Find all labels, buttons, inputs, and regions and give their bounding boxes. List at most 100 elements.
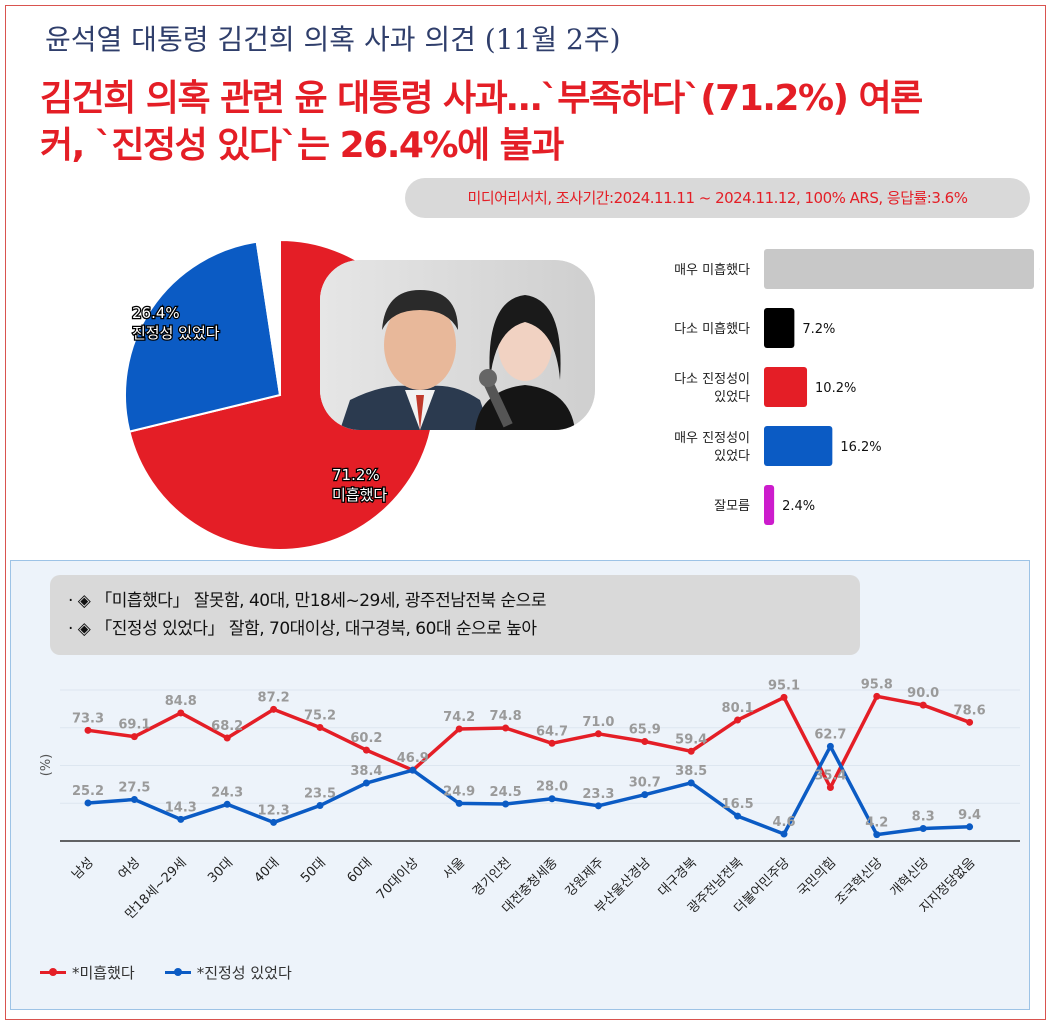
bar-value-label-3: 16.2% [840,440,881,455]
x-tick-label-9: 경기인천 [470,855,514,899]
series-0-point-16 [826,784,834,792]
y-axis-label: (%) [39,754,54,777]
series-1-point-8 [455,799,463,807]
series-1-point-5 [316,802,324,810]
series-0-value-label-18: 90.0 [907,686,939,701]
series-0-point-18 [919,701,927,709]
series-0-value-label-2: 84.8 [165,694,197,709]
x-tick-label-8: 서울 [441,855,469,883]
pie-value-label-0: 71.2% [332,466,380,484]
pie-category-label-0: 미흡했다 [332,486,387,504]
series-1-point-3 [223,800,231,808]
legend-item-red: *미흡했다 [40,962,135,983]
bar-2 [764,367,808,407]
series-1-value-label-6: 38.4 [350,764,382,779]
series-0-point-4 [270,705,278,713]
headline-line-2: 커, `진정성 있다`는 26.4%에 불과 [40,125,564,166]
series-1-point-17 [873,831,881,839]
series-1-value-label-15: 4.6 [772,815,795,830]
series-0-point-12 [641,737,649,745]
bar-value-label-1: 7.2% [802,322,835,337]
series-1-point-1 [130,795,138,803]
series-1-value-label-19: 9.4 [958,808,981,823]
series-0-point-1 [130,733,138,741]
series-1-point-9 [502,800,510,808]
series-1-value-label-9: 24.5 [490,785,522,800]
series-0-value-label-19: 78.6 [954,703,986,718]
series-0-value-label-7: 46.9 [397,751,429,766]
x-tick-label-4: 40대 [252,855,283,886]
headline: 김건희 의혹 관련 윤 대통령 사과…`부족하다`(71.2%) 여론 커, `… [40,75,1040,169]
series-1-value-label-10: 28.0 [536,780,568,795]
series-1-value-label-17: 4.2 [865,816,888,831]
series-1-point-15 [780,830,788,838]
note-1: · ◈ 「미흡했다」 잘못함, 40대, 만18세~29세, 광주전남전북 순으… [68,591,546,611]
person-photo [320,260,595,430]
pie-slice-2 [255,238,281,396]
bar-value-label-2: 10.2% [815,381,856,396]
series-1-point-10 [548,795,556,803]
x-tick-label-5: 50대 [298,855,329,886]
pie-slice-1 [124,240,282,433]
survey-source: 미디어리서치, 조사기간:2024.11.11 ~ 2024.11.12, 10… [405,178,1030,218]
series-1-value-label-0: 25.2 [72,784,104,799]
bar-4 [764,485,775,525]
bar-category-label-3: 있었다 [714,449,750,464]
x-tick-label-18: 개혁신당 [888,855,932,899]
series-0-value-label-17: 95.8 [861,677,893,692]
series-1-value-label-1: 27.5 [118,780,150,795]
series-1-point-14 [734,812,742,820]
bar-value-label-0: 63 [1039,263,1040,278]
series-0-value-label-1: 69.1 [118,718,150,733]
series-0-point-2 [177,709,185,717]
series-0-value-label-13: 59.4 [675,732,707,747]
series-0-value-label-12: 65.9 [629,722,661,737]
pie-category-label-1: 진정성 있었다 [132,324,220,342]
series-1-point-6 [362,779,370,787]
series-1-value-label-11: 23.3 [582,787,614,802]
bar-category-label-0: 매우 미흡했다 [674,262,750,278]
series-1-value-label-2: 14.3 [165,800,197,815]
x-tick-label-11: 강원제주 [563,855,607,899]
bar-1 [764,308,795,348]
series-0-point-19 [966,718,974,726]
x-tick-label-16: 국민의힘 [795,855,839,899]
note-2: · ◈ 「진정성 있었다」 잘함, 70대이상, 대구경북, 60대 순으로 높… [68,619,537,639]
series-1-point-0 [84,799,92,807]
bar-category-label-2: 다소 진정성이 [674,372,750,387]
legend-label-blue: *진정성 있었다 [196,964,292,982]
series-1-value-label-14: 16.5 [722,797,754,812]
series-0-value-label-6: 60.2 [350,731,382,746]
x-tick-label-7: 70대이상 [374,855,422,903]
series-0-point-0 [84,726,92,734]
legend-item-blue: *진정성 있었다 [164,962,292,983]
series-line-1 [87,744,970,837]
x-tick-label-1: 여성 [116,855,144,883]
bar-value-label-4: 2.4% [782,499,815,514]
series-0-point-8 [455,725,463,733]
series-1-point-13 [687,779,695,787]
series-1-point-19 [966,823,974,831]
series-1-value-label-16: 62.7 [814,727,846,742]
bar-category-label-4: 잘모름 [714,499,750,514]
series-1-value-label-8: 24.9 [443,784,475,799]
series-1-point-12 [641,791,649,799]
x-tick-label-0: 남성 [69,855,97,883]
x-tick-label-6: 60대 [344,855,375,886]
series-1-point-18 [919,824,927,832]
line-chart: (%) 73.3 69.1 84.8 68.2 87.2 75.2 60.2 46.9 74.2 7… [39,677,1020,922]
series-0-point-14 [734,716,742,724]
top-title: 윤석열 대통령 김건희 의혹 사과 의견 (11월 2주) [45,23,621,56]
series-1-point-7 [409,766,417,774]
x-tick-label-13: 대구경북 [656,855,700,899]
bar-category-label-3: 매우 진정성이 [674,431,750,446]
series-1-value-label-13: 38.5 [675,764,707,779]
bar-category-label-1: 다소 미흡했다 [674,321,750,337]
pie-value-label-1: 26.4% [132,304,180,322]
series-0-value-label-11: 71.0 [582,715,614,730]
legend-swatch-blue [164,968,191,976]
series-0-point-15 [780,693,788,701]
headline-line-1: 김건희 의혹 관련 윤 대통령 사과…`부족하다`(71.2%) 여론 [40,78,923,119]
series-0-point-13 [687,747,695,755]
